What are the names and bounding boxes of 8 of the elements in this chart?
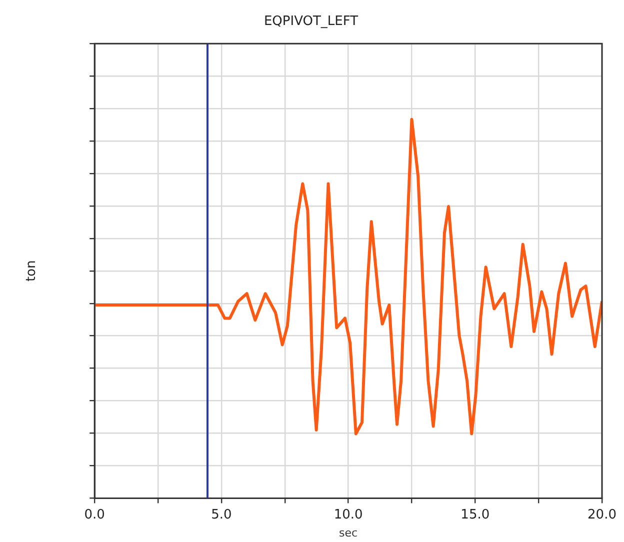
y-axis-title: ton xyxy=(24,260,40,282)
x-tick-label: 0.0 xyxy=(84,507,105,522)
x-tick-label: 15.0 xyxy=(460,507,490,522)
x-tick-label: 10.0 xyxy=(334,507,363,522)
x-tick-label: 20.0 xyxy=(588,507,616,522)
x-tick-label: 5.0 xyxy=(211,507,232,522)
chart-title: EQPIVOT_LEFT xyxy=(264,14,358,30)
x-axis-title: sec xyxy=(339,526,358,540)
